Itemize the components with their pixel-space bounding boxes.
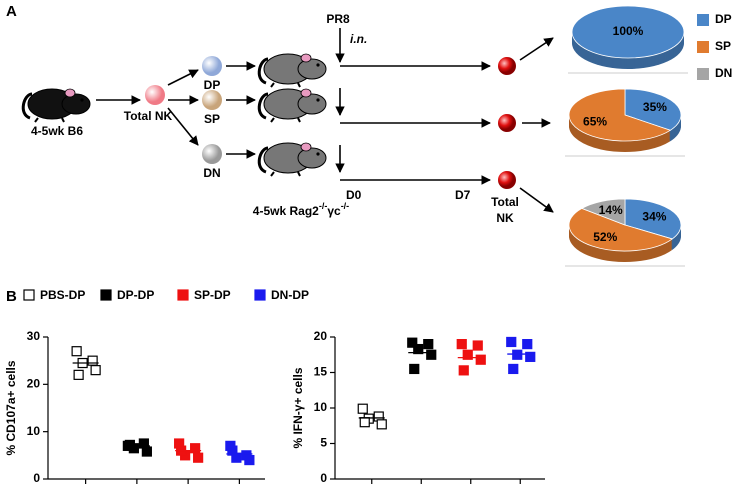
y-tick-label: 20 bbox=[314, 329, 328, 343]
data-point bbox=[190, 443, 201, 454]
legend-label: DN-DP bbox=[271, 288, 309, 302]
cell bbox=[202, 90, 222, 110]
subset-label: DP bbox=[204, 78, 221, 92]
pie-slice bbox=[624, 88, 682, 131]
cell bbox=[202, 144, 222, 164]
y-tick-label: 0 bbox=[33, 471, 40, 485]
legend-label: DP-DP bbox=[117, 288, 154, 302]
data-point bbox=[525, 351, 536, 362]
pie-label: 100% bbox=[613, 24, 644, 38]
pie-label: 52% bbox=[593, 230, 617, 244]
output-label: NK bbox=[496, 211, 514, 225]
legend-swatch bbox=[697, 41, 709, 53]
arrow bbox=[519, 37, 554, 61]
pie-slice bbox=[571, 5, 685, 59]
pie-slice bbox=[580, 198, 626, 226]
cell bbox=[202, 56, 222, 76]
data-point bbox=[522, 339, 533, 350]
text: -/- bbox=[319, 201, 328, 211]
arrow bbox=[167, 107, 199, 146]
data-point bbox=[456, 339, 467, 350]
data-point bbox=[357, 403, 368, 414]
mouse-icon bbox=[257, 52, 328, 89]
data-point bbox=[409, 363, 420, 375]
cell bbox=[498, 57, 516, 75]
data-point bbox=[193, 452, 204, 463]
data-point bbox=[426, 349, 437, 360]
subset-label: SP bbox=[204, 112, 220, 126]
subset-label: DN bbox=[203, 166, 220, 180]
y-axis-label: % CD107a+ cells bbox=[4, 360, 18, 455]
challenge-label: PR8 bbox=[326, 12, 350, 26]
y-tick-label: 20 bbox=[27, 377, 41, 391]
data-point bbox=[376, 419, 387, 430]
legend-swatch bbox=[697, 68, 709, 80]
data-point bbox=[472, 340, 483, 351]
legend-label: SP-DP bbox=[194, 288, 231, 302]
data-point bbox=[458, 365, 469, 376]
output-label: Total bbox=[491, 195, 519, 209]
data-point bbox=[475, 354, 486, 365]
legend-label: DP bbox=[715, 12, 732, 26]
data-point bbox=[71, 346, 82, 357]
pie-slice bbox=[568, 207, 674, 252]
data-point bbox=[506, 336, 517, 348]
legend-swatch bbox=[254, 289, 266, 301]
data-point bbox=[87, 355, 98, 366]
legend-label: DN bbox=[715, 66, 732, 80]
data-point bbox=[423, 339, 434, 350]
y-tick-label: 0 bbox=[320, 471, 327, 485]
legend-label: SP bbox=[715, 39, 731, 53]
text: -/- bbox=[341, 201, 350, 211]
legend-swatch bbox=[697, 14, 709, 26]
text: 4-5wk Rag2 bbox=[253, 204, 319, 218]
route-label: i.n. bbox=[350, 32, 367, 46]
data-point bbox=[124, 439, 135, 451]
cell-label: Total NK bbox=[124, 109, 173, 123]
recipient-label: 4-5wk Rag2-/-γc-/- bbox=[253, 201, 349, 218]
pie-label: 35% bbox=[643, 100, 667, 114]
source-label: 4-5wk B6 bbox=[31, 124, 83, 138]
data-point bbox=[512, 349, 523, 360]
y-tick-label: 15 bbox=[314, 365, 328, 379]
panel-a: A 4-5wk B6 Total NK DP SP DN 4-5wk Rag2-… bbox=[6, 3, 554, 225]
panel-label: B bbox=[6, 288, 17, 305]
day-label: D0 bbox=[346, 188, 362, 202]
mouse-icon bbox=[257, 87, 328, 124]
data-point bbox=[141, 446, 152, 457]
y-axis-label: % IFN-γ+ cells bbox=[291, 367, 305, 448]
data-point bbox=[244, 454, 255, 466]
arrow bbox=[519, 187, 554, 213]
data-point bbox=[407, 337, 418, 348]
y-tick-label: 10 bbox=[314, 400, 328, 414]
cell bbox=[498, 171, 516, 189]
data-point bbox=[508, 363, 519, 375]
data-point bbox=[462, 349, 473, 360]
data-point bbox=[413, 343, 424, 355]
legend-swatch bbox=[177, 289, 189, 301]
mouse-icon bbox=[21, 87, 92, 124]
y-tick-label: 5 bbox=[320, 436, 327, 450]
cell bbox=[498, 114, 516, 132]
cell bbox=[145, 85, 165, 105]
data-point bbox=[227, 445, 238, 456]
data-point bbox=[73, 369, 84, 380]
panel-label: A bbox=[6, 3, 17, 20]
arrow bbox=[167, 69, 199, 86]
pie-label: 65% bbox=[583, 114, 607, 128]
data-point bbox=[90, 365, 101, 376]
day-label: D7 bbox=[455, 188, 471, 202]
mouse-icon bbox=[257, 141, 328, 178]
legend-label: PBS-DP bbox=[40, 288, 85, 302]
pie-label: 14% bbox=[599, 203, 623, 217]
data-point bbox=[359, 417, 370, 428]
y-tick-label: 10 bbox=[27, 424, 41, 438]
pie-label: 34% bbox=[642, 210, 666, 224]
pie-slice bbox=[568, 88, 672, 142]
y-tick-label: 30 bbox=[27, 329, 41, 343]
legend-swatch bbox=[100, 289, 112, 301]
legend-swatch bbox=[23, 289, 35, 301]
text: γc bbox=[327, 204, 341, 218]
